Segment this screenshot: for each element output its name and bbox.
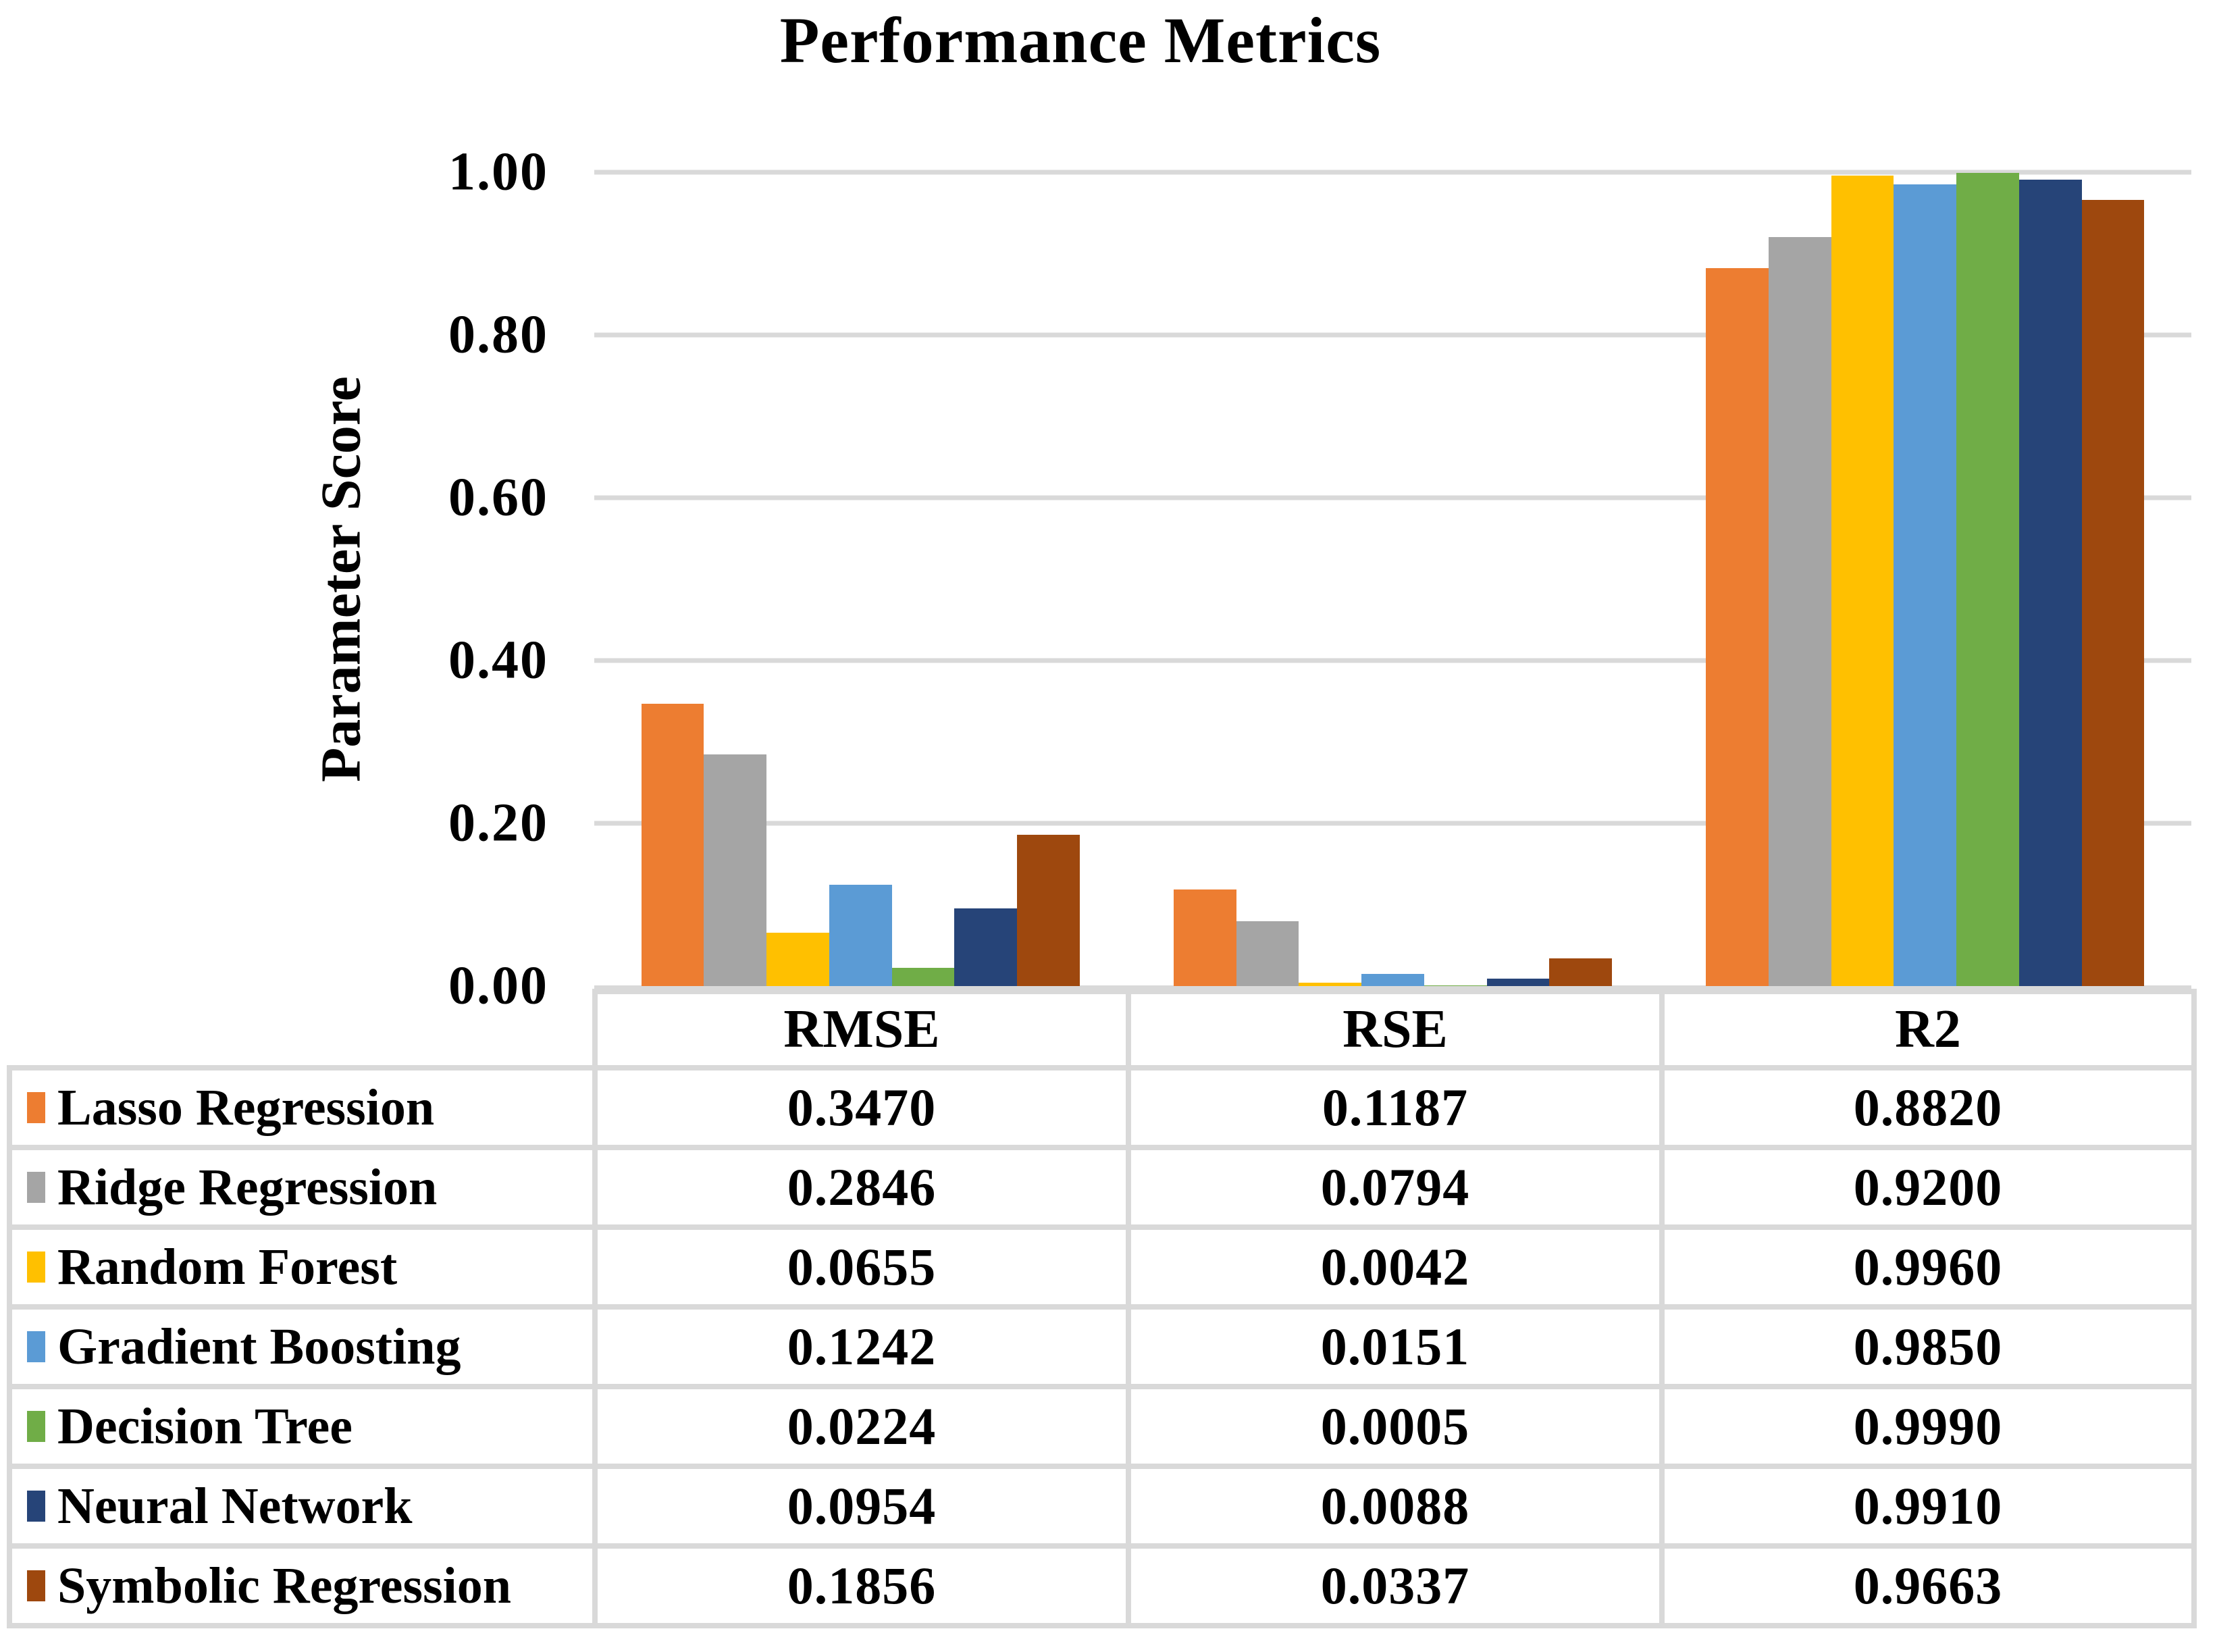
- gridline-1.00: [594, 170, 2191, 175]
- bar-neural-network-rse: [1486, 979, 1550, 986]
- data-table: RMSE RSE R2 Lasso Regression 0.3470 0.1187…: [7, 989, 2197, 1628]
- chart-title: Performance Metrics: [779, 4, 1382, 76]
- value-cell-r2: 0.9910: [1665, 1469, 2197, 1549]
- legend-marker-icon: [27, 1331, 45, 1362]
- value-cell-r2: 0.9960: [1665, 1230, 2197, 1310]
- row-label-cell: Decision Tree: [7, 1389, 598, 1469]
- y-tick-1.00: 1.00: [448, 142, 548, 202]
- value-cell-rse: 0.0151: [1131, 1310, 1665, 1389]
- gridline-0.80: [594, 332, 2191, 338]
- value-cell-rse: 0.0337: [1131, 1549, 1665, 1628]
- bar-gradient-boosting-r2: [1894, 184, 1957, 986]
- bar-neural-network-rmse: [954, 908, 1017, 986]
- value-cell-rmse: 0.1856: [598, 1549, 1131, 1628]
- table-corner-cell: [7, 989, 598, 1070]
- bar-lasso-regression-rmse: [641, 703, 704, 986]
- series-label: Decision Tree: [57, 1397, 353, 1455]
- column-header-rmse: RMSE: [598, 989, 1131, 1070]
- value-cell-r2: 0.9200: [1665, 1150, 2197, 1230]
- y-axis-tick-labels: 1.00 0.80 0.60 0.40 0.20 0.00: [0, 143, 548, 1016]
- y-tick-0.40: 0.40: [448, 630, 548, 690]
- y-tick-0.80: 0.80: [448, 305, 548, 365]
- legend-marker-icon: [27, 1172, 45, 1203]
- value-cell-rse: 0.1187: [1131, 1070, 1665, 1150]
- value-cell-rmse: 0.0954: [598, 1469, 1131, 1549]
- y-tick-0.00: 0.00: [448, 956, 548, 1016]
- series-label: Gradient Boosting: [57, 1318, 461, 1375]
- legend-marker-icon: [27, 1570, 45, 1601]
- bar-gradient-boosting-rse: [1361, 973, 1424, 986]
- legend-marker-icon: [27, 1251, 45, 1283]
- value-cell-rmse: 0.0655: [598, 1230, 1131, 1310]
- series-label: Ridge Regression: [57, 1158, 438, 1216]
- value-cell-rmse: 0.3470: [598, 1070, 1131, 1150]
- bar-group-r2: [1659, 172, 2191, 986]
- bar-symbolic-regression-r2: [2081, 199, 2145, 986]
- bar-lasso-regression-r2: [1706, 268, 1769, 986]
- value-cell-r2: 0.9850: [1665, 1310, 2197, 1389]
- bar-random-forest-rmse: [766, 933, 829, 986]
- value-cell-rse: 0.0042: [1131, 1230, 1665, 1310]
- value-cell-rmse: 0.2846: [598, 1150, 1131, 1230]
- value-cell-rse: 0.0088: [1131, 1469, 1665, 1549]
- row-label-cell: Neural Network: [7, 1469, 598, 1549]
- value-cell-rse: 0.0005: [1131, 1389, 1665, 1469]
- value-cell-r2: 0.9663: [1665, 1549, 2197, 1628]
- bar-gradient-boosting-rmse: [829, 885, 892, 986]
- legend-marker-icon: [27, 1411, 45, 1442]
- bar-random-forest-rse: [1299, 982, 1362, 986]
- legend-marker-icon: [27, 1491, 45, 1522]
- bar-group-rmse: [594, 172, 1126, 986]
- bar-decision-tree-rmse: [891, 968, 955, 986]
- gridline-0.60: [594, 495, 2191, 500]
- value-cell-r2: 0.8820: [1665, 1070, 2197, 1150]
- value-cell-r2: 0.9990: [1665, 1389, 2197, 1469]
- legend-marker-icon: [27, 1092, 45, 1123]
- row-label-cell: Gradient Boosting: [7, 1310, 598, 1389]
- series-label: Neural Network: [57, 1477, 413, 1534]
- gridline-0.20: [594, 821, 2191, 826]
- x-axis-line: [594, 985, 2191, 991]
- bar-ridge-regression-r2: [1769, 237, 1831, 986]
- value-cell-rmse: 0.1242: [598, 1310, 1131, 1389]
- bar-ridge-regression-rse: [1236, 921, 1299, 986]
- bar-neural-network-r2: [2018, 179, 2082, 986]
- column-header-r2: R2: [1665, 989, 2197, 1070]
- row-label-cell: Ridge Regression: [7, 1150, 598, 1230]
- bar-random-forest-r2: [1831, 175, 1894, 986]
- series-label: Random Forest: [57, 1238, 398, 1295]
- row-label-cell: Symbolic Regression: [7, 1549, 598, 1628]
- bar-group-rse: [1126, 172, 1659, 986]
- column-header-rse: RSE: [1131, 989, 1665, 1070]
- bar-decision-tree-r2: [1956, 173, 2019, 986]
- bar-decision-tree-rse: [1424, 985, 1487, 986]
- gridline-0.40: [594, 658, 2191, 663]
- series-label: Lasso Regression: [57, 1079, 435, 1136]
- value-cell-rmse: 0.0224: [598, 1389, 1131, 1469]
- row-label-cell: Random Forest: [7, 1230, 598, 1310]
- value-cell-rse: 0.0794: [1131, 1150, 1665, 1230]
- bar-symbolic-regression-rse: [1549, 958, 1612, 986]
- series-label: Symbolic Regression: [57, 1557, 512, 1614]
- bar-lasso-regression-rse: [1174, 889, 1236, 986]
- bar-ridge-regression-rmse: [704, 754, 767, 986]
- plot-area: [594, 170, 2191, 991]
- y-tick-0.20: 0.20: [448, 793, 548, 853]
- row-label-cell: Lasso Regression: [7, 1070, 598, 1150]
- bar-symbolic-regression-rmse: [1016, 835, 1080, 986]
- y-tick-0.60: 0.60: [448, 467, 548, 527]
